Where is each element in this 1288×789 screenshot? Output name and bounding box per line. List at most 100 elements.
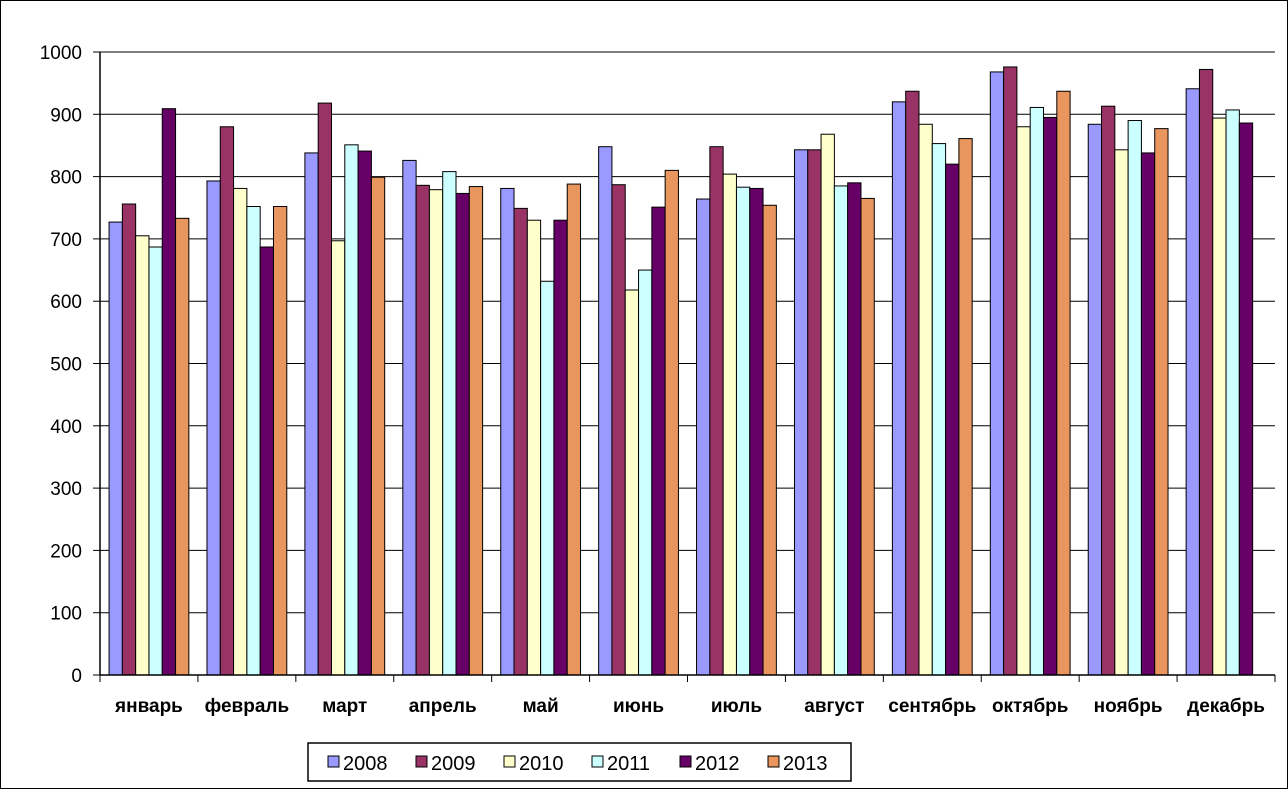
bar-2013-1 — [272, 206, 288, 676]
x-tick-label: июль — [711, 696, 762, 717]
bar-2010-0 — [135, 235, 150, 676]
legend-swatch-2008 — [327, 755, 340, 768]
x-tick-label: май — [523, 696, 559, 717]
y-tick-label: 100 — [50, 604, 82, 625]
bar-2008-10 — [1087, 123, 1103, 676]
bar-2013-2 — [370, 176, 386, 676]
y-tick-label: 900 — [50, 105, 82, 126]
bar-2010-2 — [330, 240, 346, 676]
bar-2010-6 — [722, 173, 737, 676]
bar-2008-1 — [206, 180, 221, 676]
bar-2012-11 — [1238, 122, 1254, 676]
bar-2008-11 — [1185, 88, 1200, 676]
bar-2009-9 — [1003, 66, 1018, 676]
legend-swatch-2009 — [415, 755, 428, 768]
bar-2012-10 — [1140, 152, 1156, 676]
legend-box — [307, 742, 852, 782]
x-tick-label: декабрь — [1187, 696, 1265, 717]
bar-2013-3 — [468, 186, 484, 676]
bar-2013-10 — [1154, 128, 1169, 676]
bars — [108, 66, 1254, 676]
bar-2013-4 — [566, 183, 582, 676]
bar-2008-2 — [304, 152, 319, 676]
x-tick-label: август — [804, 696, 864, 717]
bar-2011-10 — [1127, 120, 1142, 676]
y-tick-label: 200 — [50, 541, 82, 562]
bar-2012-2 — [357, 150, 372, 676]
y-tick-label: 1000 — [40, 43, 82, 64]
bar-2011-5 — [638, 269, 653, 676]
y-tick-label: 800 — [50, 168, 82, 189]
bar-2009-7 — [807, 149, 822, 676]
x-tick-label: ноябрь — [1094, 696, 1163, 717]
axes — [99, 52, 1276, 682]
y-tick-label: 300 — [50, 479, 82, 500]
bar-2010-7 — [820, 133, 835, 676]
bar-2009-3 — [415, 184, 430, 676]
bar-2010-5 — [624, 289, 640, 676]
bar-2012-0 — [161, 108, 177, 676]
x-tick-label: июнь — [613, 696, 664, 717]
x-tick-label: октябрь — [992, 696, 1069, 717]
bar-2011-3 — [442, 171, 457, 676]
bar-2013-7 — [860, 197, 875, 676]
bar-2011-11 — [1225, 109, 1240, 676]
y-tick-label: 400 — [50, 417, 82, 438]
y-tick-label: 700 — [50, 230, 82, 251]
bar-2011-1 — [246, 206, 261, 676]
bar-2010-4 — [526, 219, 542, 676]
bar-2011-8 — [931, 143, 947, 676]
bar-2013-9 — [1056, 90, 1071, 676]
legend-label-2009: 2009 — [431, 753, 476, 775]
bar-2009-2 — [317, 102, 332, 676]
legend-swatch-2013 — [767, 755, 780, 768]
bar-2010-3 — [428, 189, 444, 676]
bar-2008-4 — [500, 187, 515, 676]
legend-label-2010: 2010 — [519, 753, 564, 775]
bar-2011-7 — [833, 185, 849, 676]
bar-2012-9 — [1043, 116, 1058, 676]
x-tick-label: январь — [114, 696, 183, 717]
bar-2010-11 — [1212, 117, 1227, 676]
bar-2010-8 — [918, 123, 933, 676]
x-tick-label: март — [322, 696, 367, 717]
bar-2013-8 — [958, 138, 973, 676]
grid-lines — [100, 51, 1275, 614]
bar-2008-7 — [793, 149, 809, 676]
bar-2011-9 — [1029, 106, 1045, 676]
bar-2012-8 — [945, 163, 960, 676]
legend-swatch-2011 — [591, 755, 604, 768]
bar-2011-4 — [540, 280, 555, 676]
bar-2010-9 — [1016, 126, 1031, 676]
bar-2013-5 — [664, 169, 679, 676]
bar-2011-0 — [148, 246, 163, 676]
x-tick-label: сентябрь — [888, 696, 976, 717]
x-tick-label: апрель — [409, 696, 477, 717]
bar-2008-0 — [108, 221, 123, 676]
legend-swatch-2010 — [503, 755, 516, 768]
bar-2013-6 — [762, 204, 777, 676]
bar-2012-3 — [455, 192, 470, 676]
bar-2009-6 — [709, 146, 724, 676]
bar-2012-5 — [651, 206, 666, 676]
bar-2011-6 — [735, 186, 751, 676]
bar-2009-11 — [1198, 68, 1214, 676]
y-axis-ticks: 0 100 200 300 400 500 600 700 800 900 1000 — [40, 43, 100, 687]
legend-label-2013: 2013 — [783, 753, 828, 775]
legend: 2008 2009 2010 2011 2012 2013 — [307, 742, 852, 782]
bar-2013-0 — [175, 217, 190, 676]
bar-2008-9 — [989, 71, 1005, 676]
bar-2010-10 — [1114, 149, 1129, 676]
bar-2009-4 — [513, 207, 528, 676]
bar-2012-6 — [749, 187, 764, 676]
bar-2008-6 — [696, 198, 711, 676]
y-tick-label: 500 — [50, 355, 82, 376]
bar-2008-5 — [598, 146, 613, 676]
bar-2009-5 — [611, 184, 626, 676]
bar-2009-8 — [905, 90, 920, 676]
y-tick-label: 0 — [71, 666, 82, 687]
bar-2009-0 — [121, 203, 137, 676]
x-axis-labels: январь февраль март апрель май июнь июль август… — [114, 696, 1265, 717]
